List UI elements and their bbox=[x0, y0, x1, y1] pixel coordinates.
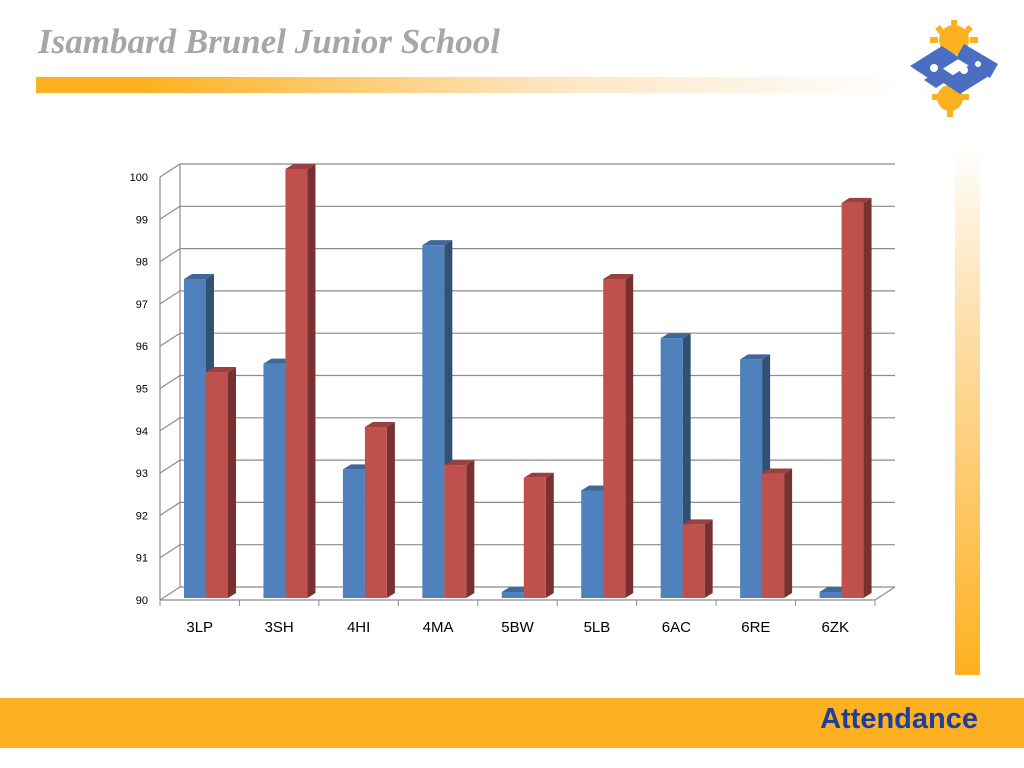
footer-label: Attendance bbox=[820, 703, 978, 735]
bar-3SH-s1 bbox=[263, 363, 286, 598]
gridline-side-5 bbox=[159, 374, 181, 390]
gridline-side-2 bbox=[159, 501, 181, 516]
bar-6ZK-s2-top bbox=[841, 197, 872, 203]
bar-4HI-s2-top bbox=[364, 422, 395, 428]
logo-blue-mark bbox=[910, 44, 998, 94]
bar-4HI-s1 bbox=[342, 469, 365, 598]
bar-3SH-s2-top bbox=[285, 164, 316, 169]
y-tick-label-2: 92 bbox=[136, 510, 148, 522]
y-tick-label-1: 91 bbox=[136, 553, 148, 565]
y-tick-label-9: 99 bbox=[136, 214, 148, 226]
bar-5LB-s1 bbox=[581, 490, 604, 598]
bar-5LB-s2-side bbox=[625, 273, 634, 598]
gridline-side-10 bbox=[159, 163, 181, 178]
bar-6RE-s2-top bbox=[762, 468, 793, 474]
bar-6ZK-s2-side bbox=[863, 197, 872, 598]
header-accent-bar bbox=[36, 77, 906, 93]
gridline-side-1 bbox=[159, 544, 181, 559]
y-tick-label-10: 100 bbox=[130, 172, 148, 184]
footer-bar: Attendance bbox=[0, 698, 1024, 748]
bar-3SH-s2 bbox=[285, 169, 308, 598]
logo-gear-top bbox=[930, 20, 978, 55]
side-accent-bar bbox=[955, 145, 980, 675]
gridline-side-6 bbox=[159, 332, 181, 347]
bar-4HI-s2 bbox=[364, 427, 387, 598]
x-tick-label-6RE: 6RE bbox=[741, 619, 770, 636]
x-tick-label-3SH: 3SH bbox=[265, 619, 294, 636]
gridline-side-7 bbox=[159, 290, 181, 305]
gridline-side-9 bbox=[159, 205, 181, 220]
bar-6AC-s2 bbox=[682, 524, 705, 598]
x-tick-label-5BW: 5BW bbox=[501, 619, 534, 636]
bar-3LP-s2 bbox=[206, 372, 228, 598]
y-tick-label-7: 97 bbox=[136, 299, 148, 311]
school-title: Isambard Brunel Junior School bbox=[38, 22, 500, 61]
x-tick-label-5LB: 5LB bbox=[584, 619, 611, 636]
bar-5BW-s2 bbox=[523, 477, 546, 598]
bar-6AC-s1 bbox=[660, 338, 683, 598]
bar-4MA-s1-top bbox=[422, 240, 453, 246]
school-gear-logo-icon bbox=[910, 20, 998, 117]
bar-3LP-s2-top bbox=[206, 367, 236, 373]
y-tick-label-4: 94 bbox=[136, 426, 148, 438]
bar-6AC-s2-side bbox=[704, 519, 713, 598]
y-tick-label-0: 90 bbox=[136, 595, 148, 607]
bar-4HI-s2-side bbox=[386, 422, 395, 598]
x-tick-label-4HI: 4HI bbox=[347, 619, 370, 636]
bar-5LB-s2 bbox=[603, 278, 626, 598]
y-tick-label-3: 93 bbox=[136, 468, 148, 480]
bar-5BW-s1 bbox=[501, 592, 524, 598]
bar-5LB-s2-top bbox=[603, 273, 634, 279]
bar-6RE-s2 bbox=[762, 473, 785, 598]
gridline-side-4 bbox=[159, 417, 181, 432]
bar-6ZK-s2 bbox=[841, 202, 864, 598]
bar-6RE-s1 bbox=[740, 359, 763, 598]
bar-4MA-s2 bbox=[444, 465, 467, 598]
bar-6RE-s1-top bbox=[740, 354, 771, 360]
bar-6RE-s2-side bbox=[784, 468, 793, 598]
x-tick-label-4MA: 4MA bbox=[423, 619, 454, 636]
bar-6AC-s1-top bbox=[660, 333, 691, 339]
bar-6AC-s2-top bbox=[682, 519, 713, 525]
y-tick-label-5: 95 bbox=[136, 384, 148, 396]
bar-3LP-s1-top bbox=[184, 273, 214, 279]
x-tick-label-3LP: 3LP bbox=[186, 619, 213, 636]
bar-3SH-s2-side bbox=[307, 164, 316, 598]
bar-3LP-s2-side bbox=[228, 367, 236, 598]
bar-4MA-s1 bbox=[422, 245, 445, 598]
bar-4MA-s2-side bbox=[466, 460, 475, 598]
attendance-bar-chart: 90 91 92 93 94 95 96 97 98 99 100 3LP 3SH 4HI 4MA 5BW 5L… bbox=[130, 163, 896, 636]
bar-5BW-s2-top bbox=[523, 472, 554, 478]
bar-3LP-s1 bbox=[184, 278, 206, 598]
x-tick-label-6ZK: 6ZK bbox=[822, 619, 850, 636]
y-tick-label-6: 96 bbox=[136, 341, 148, 353]
x-tick-label-6AC: 6AC bbox=[662, 619, 691, 636]
bar-6ZK-s1 bbox=[819, 592, 842, 598]
gridline-side-8 bbox=[159, 248, 181, 263]
floor-right-edge bbox=[874, 586, 896, 601]
bar-4MA-s2-top bbox=[444, 460, 475, 466]
gridline-side-0 bbox=[159, 586, 181, 601]
gridline-side-3 bbox=[159, 459, 181, 474]
y-tick-label-8: 98 bbox=[136, 257, 148, 269]
bar-5BW-s2-side bbox=[545, 472, 554, 598]
